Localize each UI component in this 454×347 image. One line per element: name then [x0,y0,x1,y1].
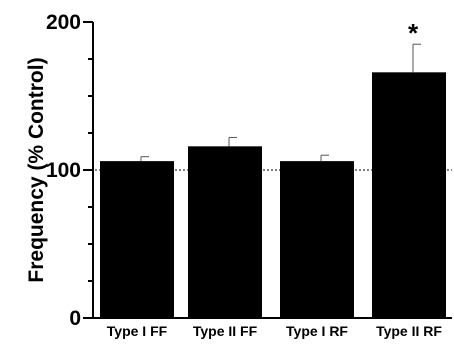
y-tick-label: 200 [46,11,81,34]
y-tick-label: 100 [46,159,81,182]
bar [372,72,446,318]
category-label: Type II RF [376,323,442,339]
category-label: Type II FF [193,323,258,339]
y-axis-title: Frequency (% Control) [25,57,48,282]
bar [100,161,174,318]
category-labels: Type I FF Type II FF Type I RF Type II RF [107,323,443,339]
category-label: Type I RF [286,323,348,339]
bars: * [100,18,446,318]
y-tick-label: 0 [69,307,81,330]
bar [188,146,262,318]
category-label: Type I FF [107,323,168,339]
bar [280,161,354,318]
significance-marker: * [408,18,419,48]
